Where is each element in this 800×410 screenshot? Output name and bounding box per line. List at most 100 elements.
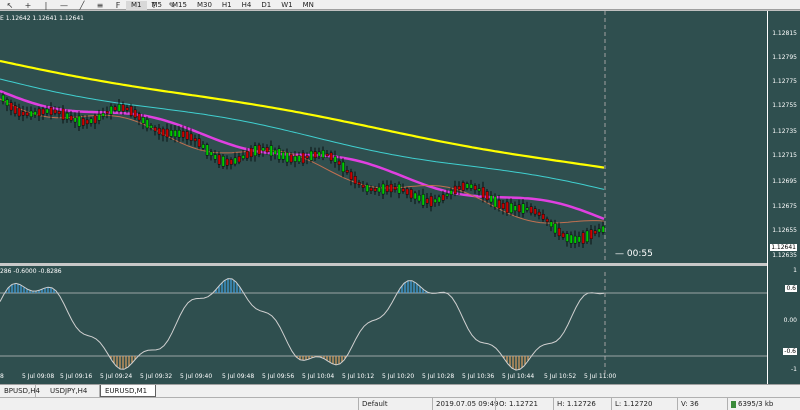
candle-body <box>577 236 581 243</box>
time-label: 5 Jul 09:24 <box>100 373 133 380</box>
candle-body <box>225 158 229 166</box>
bar-countdown: — 00:55 <box>615 249 653 259</box>
candle-body <box>493 196 497 208</box>
candle-body <box>421 194 425 206</box>
candle-body <box>353 176 357 184</box>
label-icon[interactable]: T <box>151 0 157 10</box>
candle-body <box>157 127 161 135</box>
candle-body <box>597 228 601 233</box>
candle-body <box>413 192 417 200</box>
candle-body <box>265 147 269 153</box>
candle-body <box>129 106 133 116</box>
candle-body <box>285 152 289 163</box>
candle-body <box>41 108 45 115</box>
candle-body <box>77 115 81 127</box>
tools-icon[interactable]: ✎ <box>168 0 176 10</box>
candle-body <box>245 151 249 159</box>
candle-body <box>321 150 325 158</box>
candle-body <box>269 145 273 157</box>
candle-body <box>249 148 253 158</box>
timeframe-m5[interactable]: M5 <box>151 0 163 9</box>
fibo-icon[interactable]: F <box>115 0 121 10</box>
candle-body <box>305 155 309 159</box>
candle-body <box>601 225 605 233</box>
vertical-line-icon[interactable]: | <box>44 0 48 10</box>
candle-body <box>345 170 349 173</box>
candle-body <box>333 156 337 163</box>
price-scale[interactable]: 1.12815 1.12795 1.12775 1.12755 1.12735 1.127… <box>767 11 800 384</box>
price-chart[interactable] <box>0 11 767 263</box>
candle-body <box>289 154 293 163</box>
candle-body <box>537 211 541 216</box>
indicator-scale-label: -0.6 <box>783 348 797 355</box>
candle-body <box>373 188 377 192</box>
timeframe-h4[interactable]: H4 <box>241 0 252 9</box>
candle-body <box>293 155 297 162</box>
tab-usdjpy-h4[interactable]: USDJPY,H4 <box>46 385 100 397</box>
candle-body <box>301 152 305 164</box>
timeframe-m1[interactable]: M1 <box>126 0 147 10</box>
candle-body <box>241 155 245 159</box>
candle-body <box>193 138 197 142</box>
tab-bpusd-h4[interactable]: BPUSD,H4 <box>0 385 40 397</box>
timeframe-m30[interactable]: M30 <box>196 0 212 9</box>
candle-body <box>501 203 505 209</box>
candle-body <box>25 112 29 116</box>
price-label: 1.12755 <box>772 102 797 109</box>
candle-body <box>573 235 577 244</box>
status-low: L: 1.12720 <box>611 398 677 410</box>
candle-body <box>149 125 153 129</box>
plus-icon[interactable]: + <box>24 0 32 10</box>
oscillator-chart[interactable] <box>0 266 767 384</box>
candle-body <box>45 108 49 114</box>
candle-body <box>529 206 533 214</box>
time-label: 5 Jul 11:00 <box>584 373 617 380</box>
timeframe-d1[interactable]: D1 <box>261 0 272 9</box>
candle-body <box>549 221 553 227</box>
candle-body <box>489 195 493 203</box>
timeframe-m15[interactable]: M15 <box>172 0 187 9</box>
candle-body <box>385 185 389 192</box>
candle-body <box>177 130 181 138</box>
time-label: 5 Jul 09:48 <box>222 373 255 380</box>
candle-body <box>281 152 285 160</box>
candle-body <box>517 204 521 213</box>
tab-eurusd-m1[interactable]: EURUSD,M1 <box>100 385 156 397</box>
pane-separator[interactable] <box>0 263 800 266</box>
candle-body <box>153 127 157 132</box>
candle-body <box>369 187 373 191</box>
candle-body <box>381 183 385 195</box>
price-label: 1.12735 <box>772 128 797 135</box>
time-label: 5 Jul 10:36 <box>462 373 495 380</box>
candle-body <box>325 153 329 157</box>
candle-body <box>449 190 453 195</box>
candle-body <box>9 102 13 111</box>
trendline-icon[interactable]: ╱ <box>79 0 85 10</box>
candle-body <box>233 157 237 165</box>
arrow-icon[interactable]: ↖ <box>6 0 14 10</box>
channel-icon[interactable]: ≡ <box>96 0 104 10</box>
candle-body <box>101 113 105 117</box>
candle-body <box>53 109 57 114</box>
oscillator-line <box>0 278 605 371</box>
candle-body <box>593 230 597 234</box>
indicator-scale-label: -1 <box>791 366 797 373</box>
chart-window[interactable]: E 1.12642 1.12641 1.12641 — 00:55 286 -0… <box>0 11 800 384</box>
candle-body <box>277 148 281 160</box>
candle-body <box>161 128 165 136</box>
time-label: 8 <box>0 373 4 380</box>
candle-body <box>481 187 485 199</box>
time-axis: 8 5 Jul 09:08 5 Jul 09:16 5 Jul 09:24 5 Jul … <box>0 372 767 384</box>
timeframe-mn[interactable]: MN <box>302 0 314 9</box>
timeframe-w1[interactable]: W1 <box>281 0 293 9</box>
candle-body <box>513 205 517 212</box>
time-label: 5 Jul 10:44 <box>502 373 535 380</box>
candle-body <box>237 156 241 163</box>
candle-body <box>589 229 593 239</box>
horizontal-line-icon[interactable]: — <box>60 0 68 10</box>
countdown-value: 00:55 <box>626 249 653 259</box>
time-label: 5 Jul 10:20 <box>382 373 415 380</box>
timeframe-h1[interactable]: H1 <box>221 0 232 9</box>
candle-body <box>189 133 193 141</box>
